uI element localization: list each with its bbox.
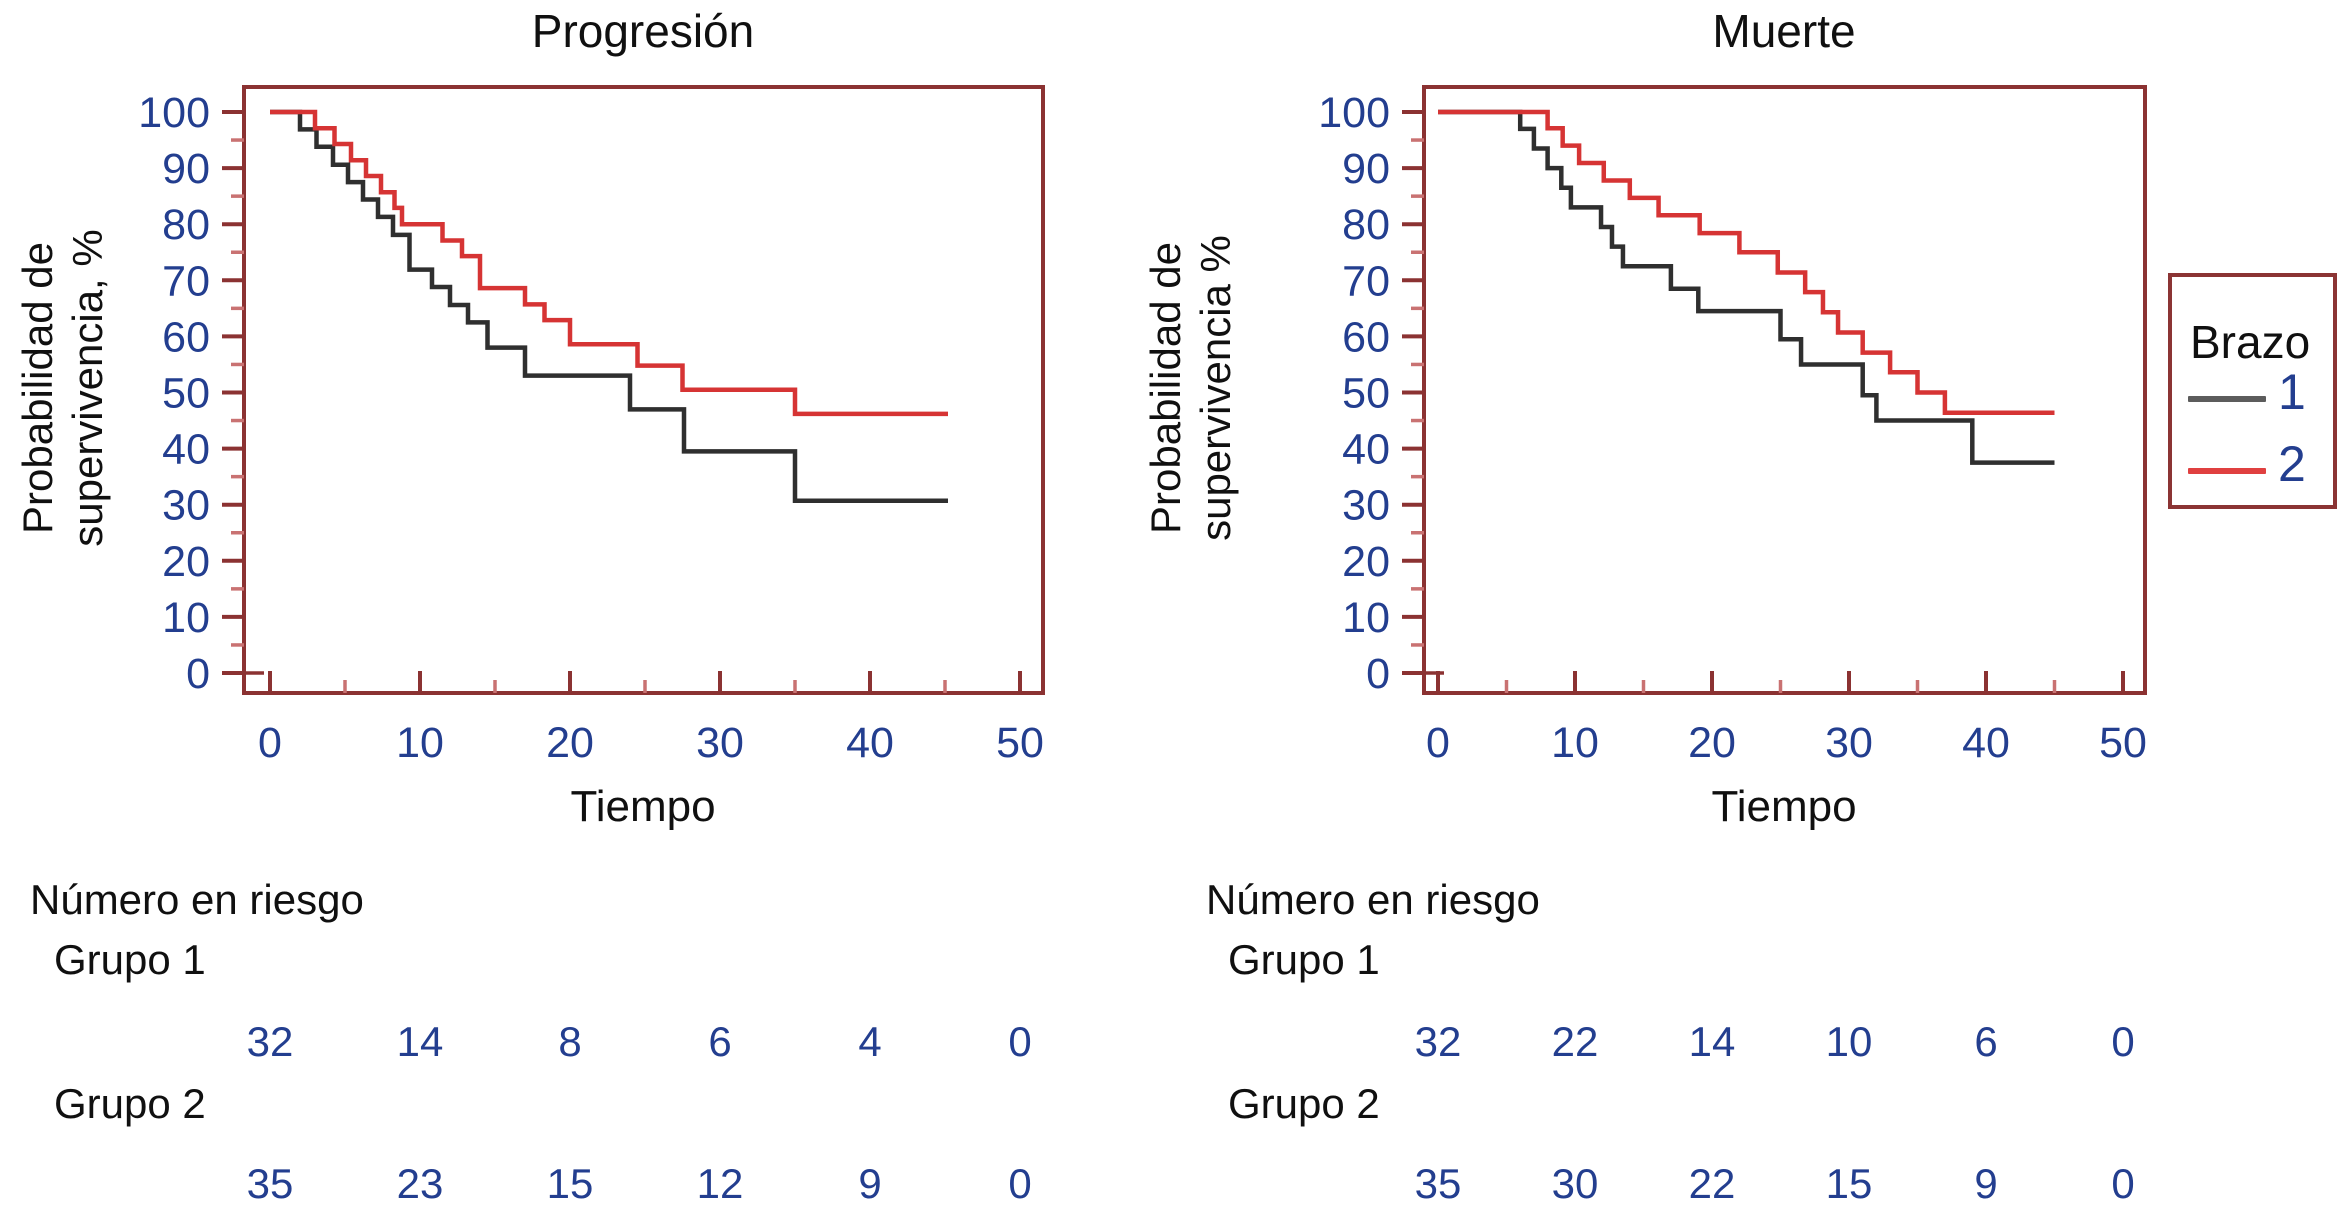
y-tick-label: 70 [162, 257, 210, 305]
km-curve-1 [1438, 109, 2055, 465]
right-risk-group1-label: Grupo 1 [1228, 936, 1380, 983]
y-tick-label: 100 [138, 89, 210, 137]
right-x-axis-label: Tiempo [1711, 782, 1857, 831]
legend-title: Brazo [2190, 316, 2311, 368]
left-panel-title: Progresión [531, 5, 755, 57]
right-risk-group2-label: Grupo 2 [1228, 1080, 1380, 1127]
plot-box [1422, 85, 2147, 695]
legend-brazo2-line-swatch [2188, 468, 2266, 474]
km-curve-2 [270, 109, 948, 417]
y-tick-label: 60 [162, 313, 210, 361]
y-tick-label: 30 [1342, 482, 1390, 530]
left-risk-group2-label: Grupo 2 [54, 1080, 206, 1127]
legend-brazo1-label: 1 [2278, 364, 2306, 420]
y-tick-label: 80 [162, 201, 210, 249]
x-tick-label: 0 [1426, 719, 1450, 767]
x-tick-label: 0 [258, 719, 282, 767]
right-y-axis-label-line2: supervivencia % [1192, 235, 1239, 541]
left-risk-group1-label: Grupo 1 [54, 936, 206, 983]
y-tick-label: 90 [162, 145, 210, 193]
x-tick-label: 20 [1688, 719, 1736, 767]
legend-brazo2-label: 2 [2278, 436, 2306, 492]
y-tick-label: 100 [1318, 89, 1390, 137]
x-tick-label: 10 [396, 719, 444, 767]
y-tick-label: 0 [1366, 650, 1390, 698]
legend: Brazo 1 2 [2168, 273, 2337, 509]
legend-brazo1-line-swatch [2188, 396, 2266, 402]
x-tick-label: 50 [996, 719, 1044, 767]
x-tick-label: 50 [2099, 719, 2147, 767]
left-x-axis-label: Tiempo [570, 782, 716, 831]
y-tick-label: 20 [1342, 538, 1390, 586]
y-tick-label: 70 [1342, 257, 1390, 305]
y-tick-label: 40 [162, 426, 210, 474]
y-tick-label: 50 [1342, 370, 1390, 418]
y-tick-label: 10 [1342, 594, 1390, 642]
y-tick-label: 50 [162, 370, 210, 418]
y-tick-label: 20 [162, 538, 210, 586]
km-curve-1 [270, 109, 948, 504]
right-y-axis-label-line1: Probabilidad de [1142, 242, 1189, 534]
left-y-axis-label-line2: supervivencia, % [64, 229, 111, 547]
y-tick-label: 40 [1342, 426, 1390, 474]
y-tick-label: 10 [162, 594, 210, 642]
x-tick-label: 30 [1825, 719, 1873, 767]
y-tick-label: 90 [1342, 145, 1390, 193]
x-tick-label: 30 [696, 719, 744, 767]
left-risk-table-header: Número en riesgo [30, 876, 364, 923]
x-tick-label: 20 [546, 719, 594, 767]
left-y-axis-label-line1: Probabilidad de [14, 242, 61, 534]
y-tick-label: 80 [1342, 201, 1390, 249]
y-tick-label: 30 [162, 482, 210, 530]
y-tick-label: 0 [186, 650, 210, 698]
x-tick-label: 40 [846, 719, 894, 767]
x-tick-label: 40 [1962, 719, 2010, 767]
y-tick-label: 60 [1342, 313, 1390, 361]
right-risk-table-header: Número en riesgo [1206, 876, 1540, 923]
x-tick-label: 10 [1551, 719, 1599, 767]
right-panel-title: Muerte [1712, 5, 1856, 57]
km-curve-2 [1438, 109, 2055, 415]
